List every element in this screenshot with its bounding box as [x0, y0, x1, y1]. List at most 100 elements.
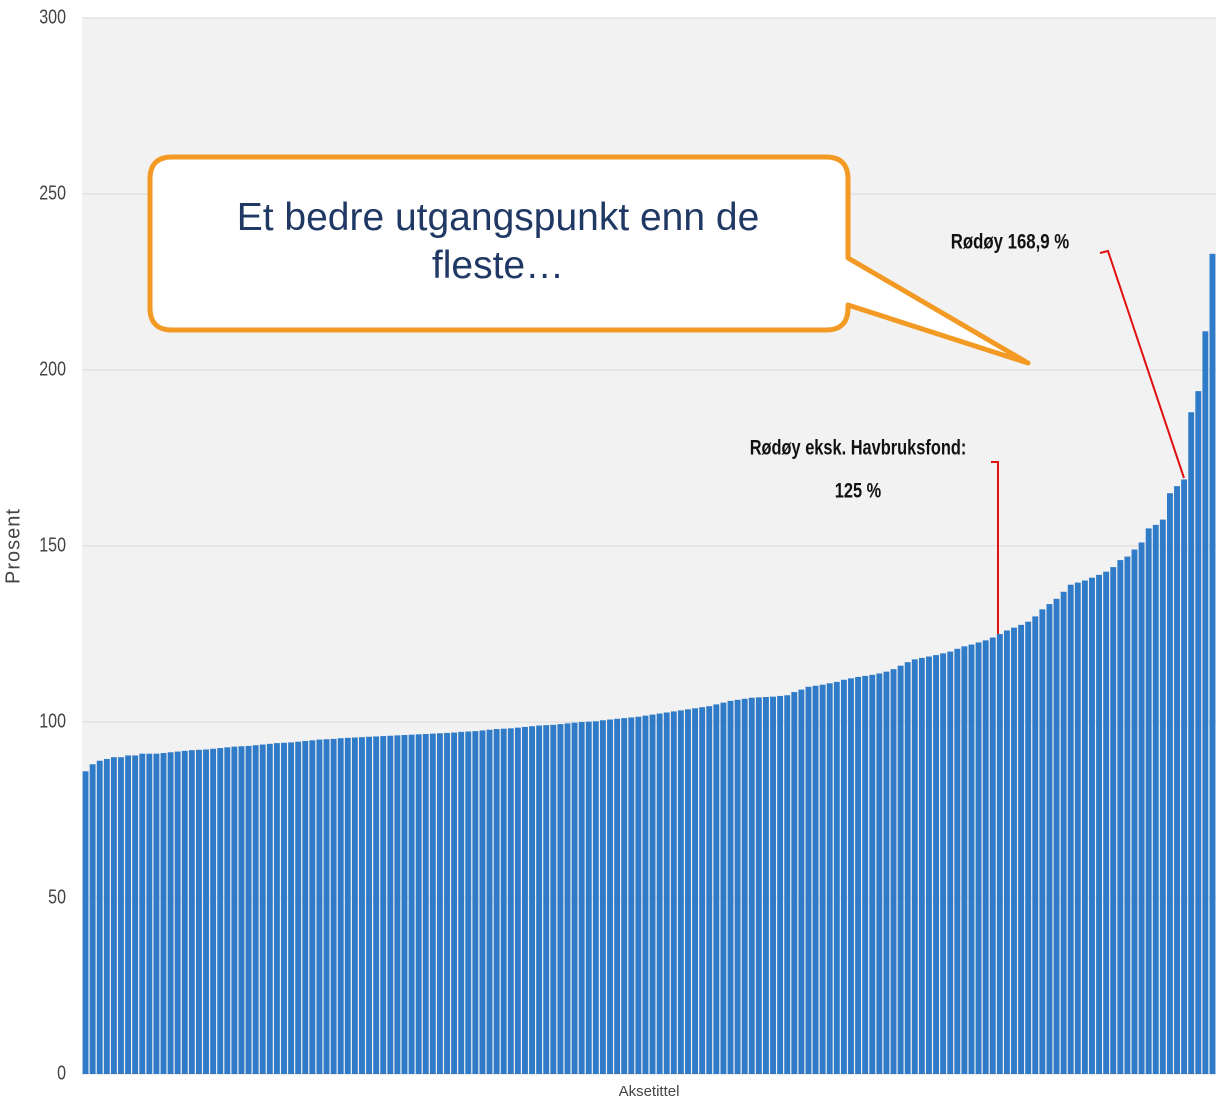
bar	[281, 742, 287, 1074]
bar	[777, 695, 784, 1074]
bar	[224, 747, 231, 1074]
bar	[451, 732, 458, 1074]
y-tick-label: 200	[39, 358, 66, 380]
bar	[784, 695, 791, 1074]
bar	[621, 718, 628, 1074]
bar	[132, 755, 139, 1074]
bar	[656, 713, 663, 1074]
bar	[1159, 519, 1166, 1074]
bar	[387, 735, 394, 1074]
bar	[472, 731, 479, 1074]
bar	[103, 758, 110, 1074]
bar	[231, 746, 238, 1074]
bar	[982, 640, 989, 1074]
bar	[309, 740, 316, 1074]
bar	[153, 753, 160, 1074]
bar	[968, 644, 975, 1074]
bar	[394, 735, 401, 1074]
y-tick-label: 300	[39, 6, 66, 28]
bar	[599, 720, 606, 1074]
bar	[1003, 630, 1010, 1074]
bar	[196, 749, 202, 1074]
bar	[670, 711, 677, 1074]
bar	[614, 718, 621, 1074]
bar	[1053, 598, 1060, 1074]
bar	[1067, 584, 1074, 1074]
bar	[1025, 621, 1032, 1074]
bar	[1202, 331, 1209, 1074]
bar	[819, 684, 826, 1074]
bar	[1011, 627, 1017, 1074]
bar	[883, 671, 890, 1074]
bar	[167, 752, 174, 1074]
bar	[210, 748, 217, 1074]
bar	[415, 734, 422, 1074]
bar	[422, 733, 429, 1074]
bar	[692, 708, 699, 1074]
leader-line	[991, 461, 999, 634]
bar	[585, 721, 592, 1074]
bar	[522, 726, 528, 1074]
bar	[699, 707, 706, 1074]
bar	[1046, 604, 1053, 1074]
bar	[1089, 577, 1095, 1074]
bar	[500, 728, 507, 1074]
bar	[748, 697, 755, 1074]
bar	[1195, 391, 1202, 1074]
bar	[1096, 574, 1102, 1074]
annotation: Rødøy 168,9 %	[951, 231, 1070, 254]
bar	[890, 669, 897, 1074]
bar	[897, 665, 904, 1074]
annotation: 125 %	[835, 479, 882, 502]
bar	[1124, 556, 1131, 1074]
bar	[876, 673, 883, 1074]
bar	[408, 734, 415, 1074]
bar	[833, 681, 840, 1074]
bar	[557, 724, 564, 1074]
bar	[911, 659, 918, 1074]
bar	[628, 717, 635, 1074]
bar	[755, 697, 762, 1074]
bar	[1188, 412, 1195, 1074]
bar	[904, 662, 911, 1074]
bar	[720, 702, 727, 1074]
bar	[323, 739, 330, 1074]
bar	[826, 683, 833, 1074]
bar	[89, 764, 96, 1074]
bar	[989, 637, 996, 1074]
bar	[139, 753, 146, 1074]
bar	[706, 706, 713, 1074]
y-tick-label: 50	[48, 886, 66, 908]
bar	[1074, 582, 1081, 1074]
bar	[947, 651, 954, 1074]
bar	[741, 698, 748, 1074]
bar	[316, 739, 323, 1074]
bar	[351, 737, 358, 1074]
bar	[1060, 591, 1067, 1074]
bar	[663, 712, 670, 1074]
y-tick-label: 100	[39, 710, 66, 732]
bar	[869, 674, 876, 1074]
bar	[288, 742, 295, 1074]
bar	[373, 736, 380, 1074]
bar	[812, 685, 819, 1074]
bar	[1103, 571, 1110, 1074]
annotation: Rødøy eksk. Havbruksfond:	[750, 436, 967, 459]
bar	[543, 725, 550, 1074]
bar	[359, 737, 365, 1074]
bar	[465, 731, 472, 1074]
bar	[344, 737, 351, 1074]
bar	[713, 704, 720, 1074]
bar	[217, 748, 224, 1074]
bar	[635, 716, 642, 1074]
bar	[401, 735, 408, 1074]
bar	[493, 729, 500, 1074]
bar	[181, 750, 188, 1074]
bar	[592, 721, 599, 1074]
bar	[940, 653, 947, 1074]
bar	[763, 697, 769, 1074]
bar	[203, 749, 209, 1074]
bar	[848, 678, 854, 1074]
bar	[1018, 624, 1025, 1074]
bar	[1039, 609, 1046, 1074]
